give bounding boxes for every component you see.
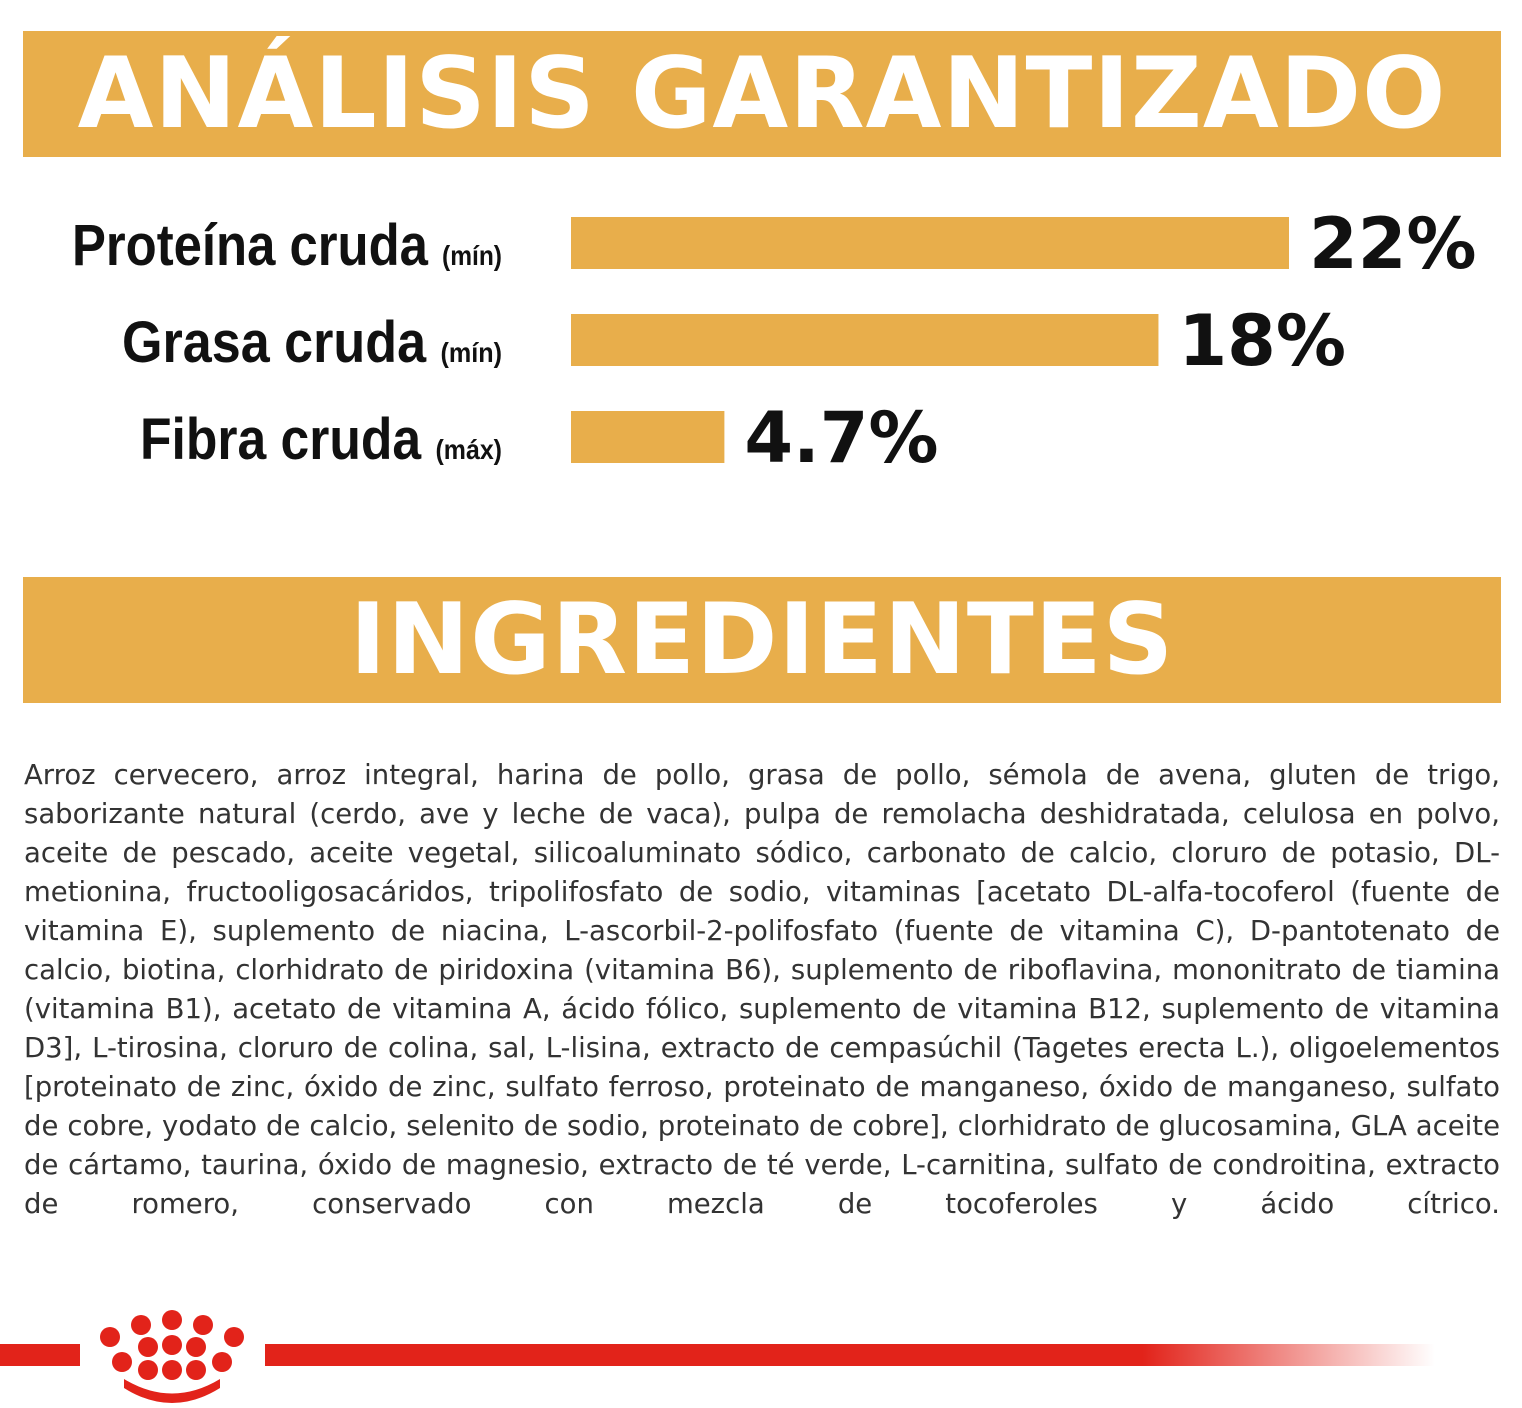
ingredients-list: Arroz cervecero, arroz integral, harina …: [24, 758, 1500, 1220]
analysis-header-banner: ANÁLISIS GARANTIZADO: [23, 31, 1501, 157]
bar-label: Proteína cruda (mín): [72, 213, 502, 278]
ingredients-title: INGREDIENTES: [349, 583, 1175, 697]
bar-label: Fibra cruda (máx): [140, 407, 502, 472]
ingredients-header-banner: INGREDIENTES: [23, 577, 1501, 703]
bar: [571, 217, 1289, 269]
footer-line-right: [265, 1344, 1435, 1366]
bar-label: Grasa cruda (mín): [122, 310, 502, 375]
analysis-title: ANÁLISIS GARANTIZADO: [77, 37, 1447, 151]
bar-value-label: 22%: [1309, 203, 1477, 285]
brand-footer: [0, 1310, 1435, 1403]
bar: [571, 314, 1159, 366]
bar: [571, 411, 725, 463]
footer-line-left: [0, 1344, 80, 1366]
bar-value-label: 18%: [1178, 300, 1346, 382]
bar-value-label: 4.7%: [744, 397, 938, 479]
royal-canin-crown-icon: [100, 1310, 244, 1403]
nutrient-bar-chart: Proteína cruda (mín) 22% Grasa cruda (mín)…: [72, 203, 1477, 479]
